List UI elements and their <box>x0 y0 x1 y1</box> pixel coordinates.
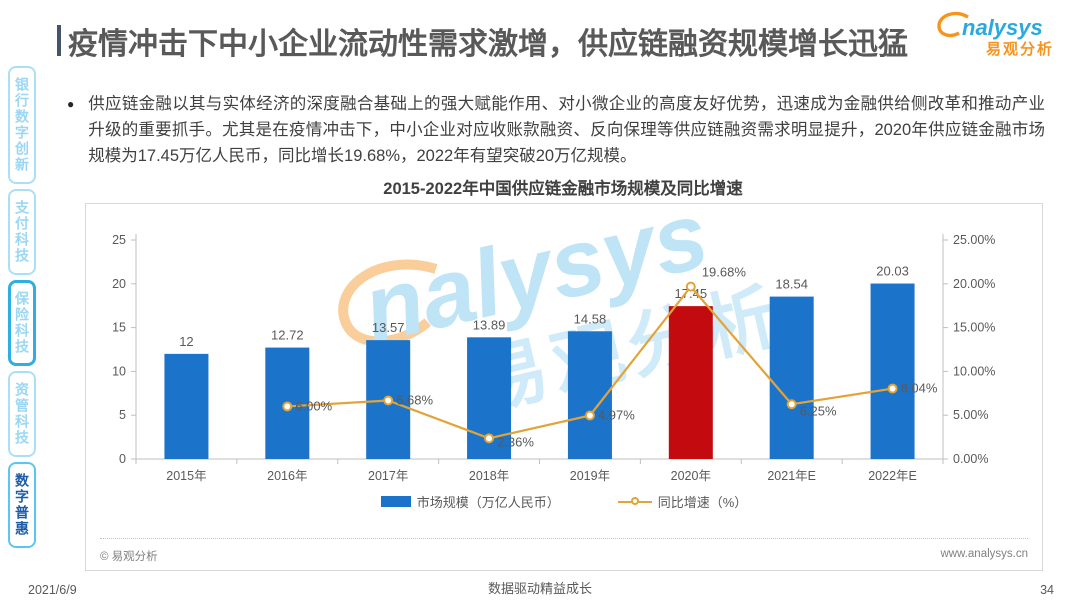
growth-value-label: 2.36% <box>497 434 534 449</box>
summary-bullet-row: ● 供应链金融以其与实体经济的深度融合基础上的强大赋能作用、对小微企业的高度友好… <box>67 91 1045 169</box>
line-marker <box>584 410 595 421</box>
sidebar-item-asset-mgmt-tech[interactable]: 资管科技 <box>8 371 36 457</box>
svg-text:0: 0 <box>119 452 126 466</box>
bar-2021年E <box>769 296 814 459</box>
svg-text:10.00%: 10.00% <box>953 364 995 378</box>
svg-text:5: 5 <box>119 408 126 422</box>
x-tick-label: 2017年 <box>368 469 408 483</box>
footer-date: 2021/6/9 <box>28 583 77 597</box>
bar-value-label: 14.58 <box>574 311 607 326</box>
legend-label-market-size: 市场规模（万亿人民币） <box>416 495 560 510</box>
line-marker <box>685 281 696 292</box>
svg-text:0.00%: 0.00% <box>953 452 988 466</box>
legend-label-growth: 同比增速（%） <box>657 495 748 510</box>
line-swatch-icon <box>617 496 652 505</box>
analysys-logo: nalysys 易观分析 <box>937 11 1054 58</box>
x-tick-label: 2022年E <box>868 469 917 483</box>
x-tick-label: 2019年 <box>570 469 610 483</box>
sidebar-item-digital-inclusion[interactable]: 数字普惠 <box>8 462 36 548</box>
market-size-growth-chart: nalysys易观分析05101520250.00%5.00%10.00%15.… <box>112 208 995 483</box>
growth-value-label: 6.25% <box>800 403 837 418</box>
growth-value-label: 4.97% <box>598 407 635 422</box>
footer-page-number: 34 <box>1040 583 1054 597</box>
svg-text:25: 25 <box>112 233 126 247</box>
growth-value-label: 6.00% <box>295 398 332 413</box>
line-marker <box>887 383 898 394</box>
legend-item-growth: 同比增速（%） <box>617 492 748 511</box>
growth-value-label: 8.04% <box>901 381 938 396</box>
source-note: © 易观分析 <box>100 551 158 563</box>
svg-text:20.00%: 20.00% <box>953 277 995 291</box>
bar-value-label: 12.72 <box>271 328 304 343</box>
source-url: www.analysys.cn <box>940 548 1028 560</box>
sidebar-item-bank-digital[interactable]: 银行数字创新 <box>8 66 36 184</box>
svg-text:15.00%: 15.00% <box>953 321 995 335</box>
x-tick-label: 2015年 <box>166 469 206 483</box>
x-tick-label: 2021年E <box>767 469 816 483</box>
x-tick-label: 2020年 <box>671 469 711 483</box>
bar-swatch-icon <box>380 496 411 507</box>
svg-text:20: 20 <box>112 277 126 291</box>
line-marker <box>282 401 293 412</box>
sidebar-item-payment-tech[interactable]: 支付科技 <box>8 189 36 275</box>
line-marker <box>383 395 394 406</box>
svg-text:10: 10 <box>112 364 126 378</box>
legend-item-market-size: 市场规模（万亿人民币） <box>380 492 560 511</box>
page-title: 疫情冲击下中小企业流动性需求激增，供应链融资规模增长迅猛 <box>68 28 908 61</box>
bar-2015年 <box>164 353 209 459</box>
bar-2020年 <box>668 306 713 459</box>
growth-value-label: 6.68% <box>396 392 433 407</box>
line-marker <box>484 433 495 444</box>
bar-value-label: 12 <box>179 334 193 349</box>
summary-text: 供应链金融以其与实体经济的深度融合基础上的强大赋能作用、对小微企业的高度友好优势… <box>88 95 1045 165</box>
bar-value-label: 18.54 <box>775 277 808 292</box>
title-accent-bar <box>57 25 61 56</box>
bar-value-label: 13.89 <box>473 317 506 332</box>
bar-2022年E <box>870 283 915 459</box>
line-marker <box>786 399 797 410</box>
chart-title: 2015-2022年中国供应链金融市场规模及同比增速 <box>383 180 743 198</box>
bar-value-label: 20.03 <box>876 264 909 279</box>
logo-swoosh-icon <box>937 11 969 38</box>
bullet-icon: ● <box>67 97 75 111</box>
footer-tagline: 数据驱动精益成长 <box>487 581 592 596</box>
sidebar-item-insurance-tech[interactable]: 保险科技 <box>8 280 36 366</box>
x-tick-label: 2016年 <box>267 469 307 483</box>
logo-subtext: 易观分析 <box>986 40 1054 58</box>
x-tick-label: 2018年 <box>469 469 509 483</box>
bar-value-label: 13.57 <box>372 320 405 335</box>
chart-legend: 市场规模（万亿人民币） 同比增速（%） <box>86 492 1042 511</box>
svg-text:5.00%: 5.00% <box>953 408 988 422</box>
source-row: © 易观分析 www.analysys.cn <box>100 538 1028 564</box>
svg-text:25.00%: 25.00% <box>953 233 995 247</box>
chart-panel: nalysys 易观分析 0 5 10 15 20 25 0.00% 5.00% 10.00% 15.… <box>85 203 1043 571</box>
sidebar: 银行数字创新 支付科技 保险科技 资管科技 数字普惠 <box>3 66 41 548</box>
logo-text: nalysys <box>962 15 1043 40</box>
svg-text:15: 15 <box>112 321 126 335</box>
growth-value-label: 19.68% <box>702 265 747 280</box>
